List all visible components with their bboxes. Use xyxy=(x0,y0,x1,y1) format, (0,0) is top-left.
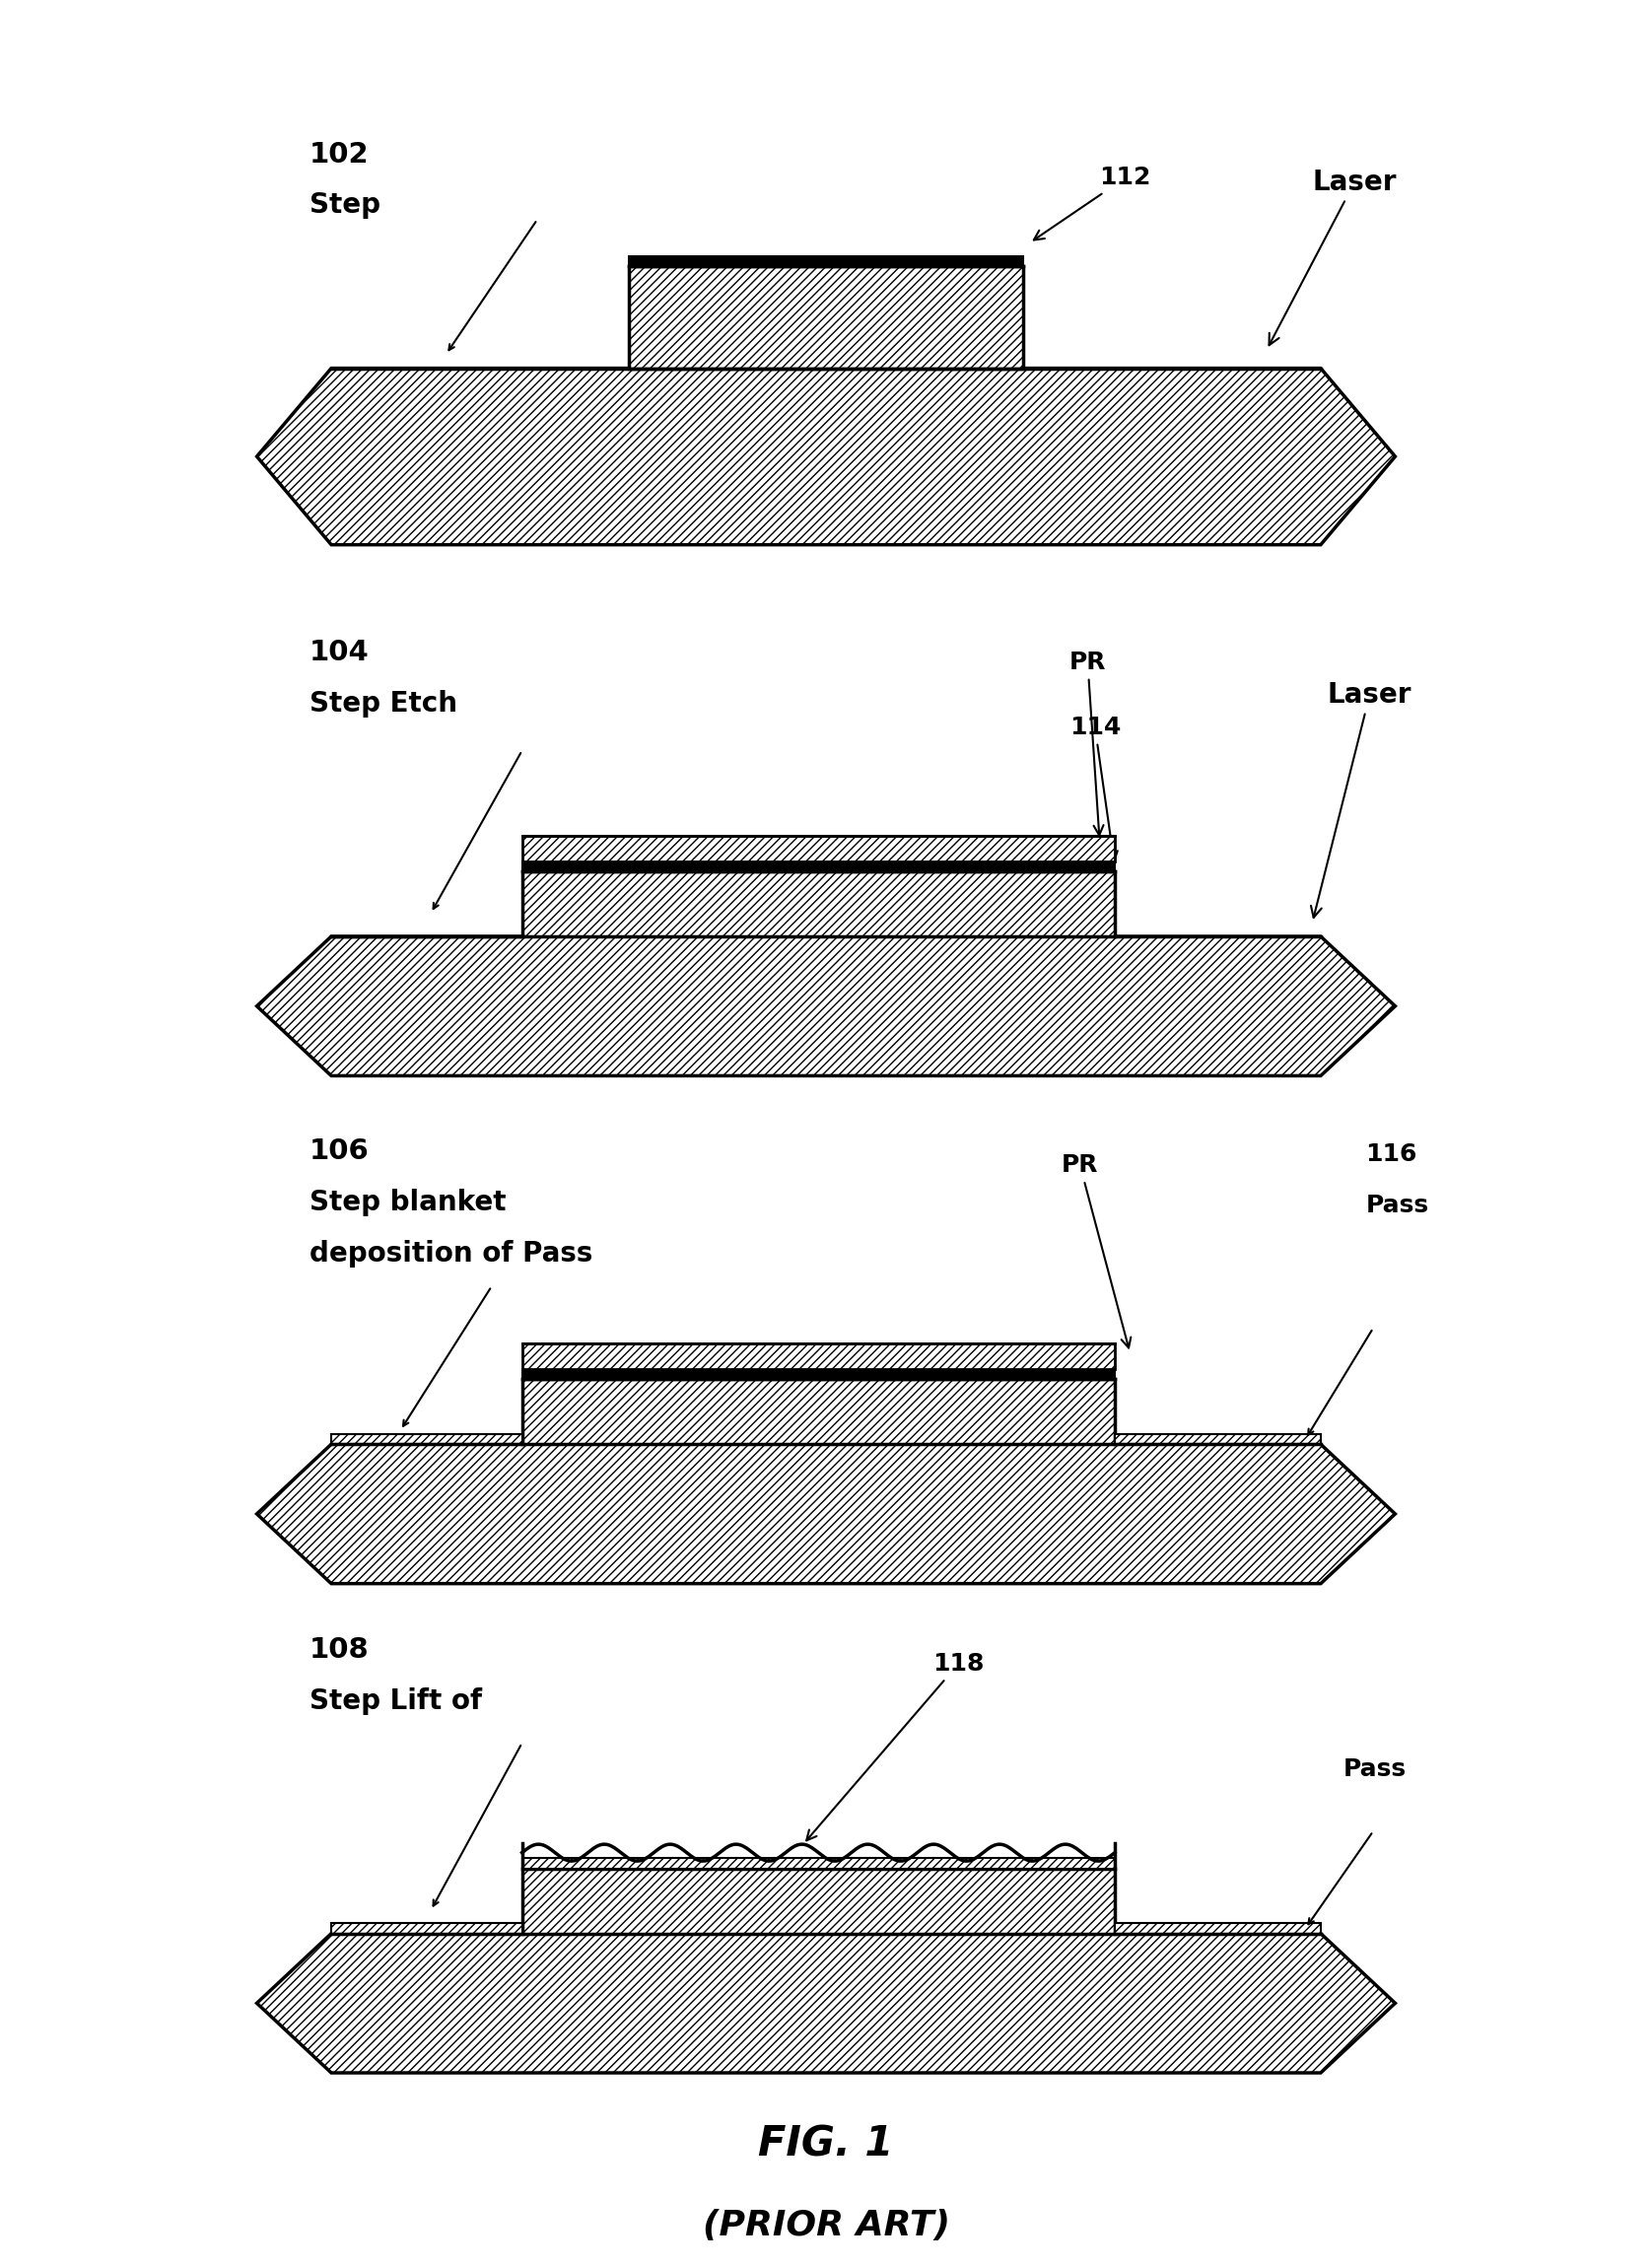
Bar xyxy=(332,1924,522,1933)
Bar xyxy=(628,256,1024,265)
Bar xyxy=(522,1869,1115,1933)
Bar xyxy=(522,1380,1115,1443)
Bar xyxy=(628,265,1024,369)
Text: Step Lift of: Step Lift of xyxy=(309,1688,482,1715)
Text: deposition of Pass: deposition of Pass xyxy=(309,1240,593,1267)
Bar xyxy=(522,872,1115,936)
Bar xyxy=(522,1858,1115,1869)
Polygon shape xyxy=(256,1443,1396,1584)
Text: Step: Step xyxy=(309,193,380,220)
Text: Step blanket: Step blanket xyxy=(309,1190,506,1217)
Text: 114: 114 xyxy=(1069,716,1120,861)
Text: PR: PR xyxy=(1062,1153,1132,1348)
Text: 104: 104 xyxy=(309,639,368,666)
Bar xyxy=(522,1369,1115,1380)
Bar xyxy=(522,861,1115,872)
Text: Step Etch: Step Etch xyxy=(309,691,458,718)
Text: Laser: Laser xyxy=(1269,168,1396,344)
Text: 102: 102 xyxy=(309,140,368,168)
Bar xyxy=(522,1344,1115,1369)
Bar xyxy=(1115,1434,1320,1443)
Text: 108: 108 xyxy=(309,1636,368,1663)
Bar xyxy=(1115,1924,1320,1933)
Text: 106: 106 xyxy=(309,1138,368,1165)
Text: 116: 116 xyxy=(1366,1142,1417,1167)
Text: Pass: Pass xyxy=(1366,1194,1429,1217)
Bar xyxy=(522,836,1115,861)
Text: Pass: Pass xyxy=(1343,1756,1406,1781)
Polygon shape xyxy=(256,936,1396,1076)
Text: 112: 112 xyxy=(1034,165,1151,240)
Text: Laser: Laser xyxy=(1312,682,1412,918)
Text: FIG. 1: FIG. 1 xyxy=(758,2123,894,2164)
Text: (PRIOR ART): (PRIOR ART) xyxy=(702,2209,950,2241)
Polygon shape xyxy=(256,369,1396,544)
Polygon shape xyxy=(256,1933,1396,2073)
Text: 118: 118 xyxy=(806,1652,985,1840)
Bar xyxy=(332,1434,522,1443)
Text: PR: PR xyxy=(1069,650,1107,836)
